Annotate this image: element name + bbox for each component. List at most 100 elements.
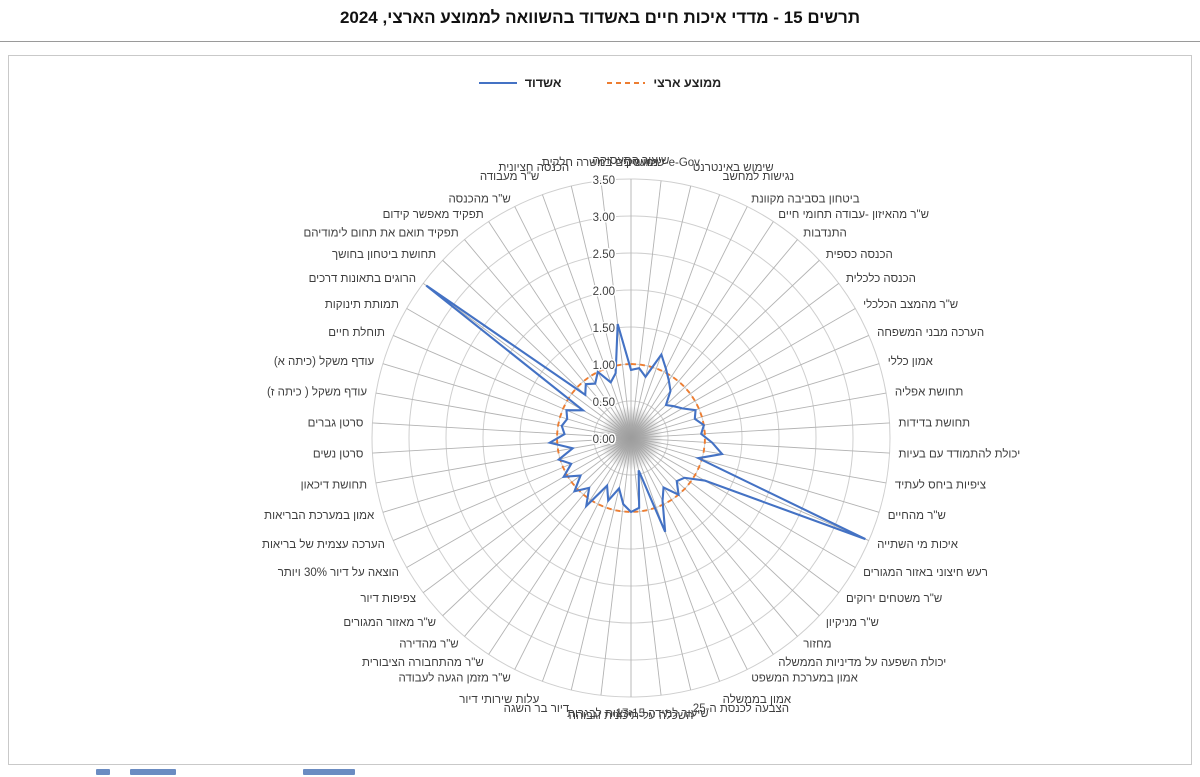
grid-spoke: [630, 437, 662, 696]
grid-spoke: [514, 437, 632, 670]
category-label: שיעור למידה 17-15: [616, 707, 709, 720]
tick-label: 2.50: [593, 249, 615, 261]
chart-area: 0.00 0.50 1.00 1.50 2.00 2.50 3.00 3.50 שיעור הת…: [8, 55, 1192, 765]
grid-spoke: [630, 282, 840, 439]
grid-spoke: [406, 308, 632, 439]
grid-spoke: [630, 221, 774, 439]
cutoff-text-fragment: [96, 769, 110, 775]
ashdod-line-swatch: [478, 82, 517, 84]
grid-spoke: [630, 185, 692, 439]
tick-label: 3.50: [593, 175, 615, 187]
category-label: תפקיד מאפשר קידום: [383, 209, 484, 221]
category-label: איכות מי השתייה: [877, 539, 959, 551]
legend-item-ashdod: אשדוד: [478, 76, 562, 90]
tick-label: 3.00: [593, 212, 615, 224]
category-label: ש"ר מזמן הגעה לעבודה: [398, 671, 510, 684]
category-label: ש"ר מהמצב הכלכלי: [863, 298, 958, 311]
grid-spoke: [382, 437, 632, 513]
category-label: עודף משקל ( כיתה ז): [267, 385, 367, 398]
grid-spoke: [630, 437, 692, 691]
grid-spoke: [630, 437, 890, 454]
category-label: ש"ר מאזור המגורים: [343, 617, 436, 629]
grid-spoke: [422, 437, 632, 594]
grid-spoke: [372, 422, 632, 439]
category-label: יכולת להתמודד עם בעיות: [899, 448, 1021, 461]
grid-spoke: [630, 259, 820, 439]
category-label: תמותת תינוקות: [325, 299, 399, 311]
category-label: תוחלת חיים: [328, 326, 385, 339]
grid-spoke: [630, 437, 798, 637]
category-label: הערכה מבני המשפחה: [877, 327, 984, 339]
category-label: שימוש ב-e-Gov: [624, 157, 700, 169]
center-blob: [599, 406, 663, 470]
grid-spoke: [630, 437, 869, 541]
national-average-line: [556, 363, 706, 513]
category-label: עודף משקל (כיתה א): [274, 355, 375, 368]
category-label: הערכה עצמית של בריאות: [262, 538, 385, 551]
cutoff-content: [8, 766, 1190, 777]
grid-spoke: [630, 392, 887, 439]
category-label: צפיפות דיור: [360, 593, 416, 605]
legend-item-national: ממוצע ארצי: [607, 76, 721, 90]
category-label: אמון במערכת הבריאות: [264, 510, 375, 522]
grid-spoke: [630, 437, 887, 484]
grid-spoke: [541, 437, 632, 682]
category-label: הכנסה כספית: [826, 249, 893, 261]
title-divider: [0, 41, 1200, 42]
category-label: אמון בממשלה: [723, 693, 792, 706]
category-label: התנדבות: [803, 228, 847, 240]
legend: אשדוד ממוצע ארצי: [9, 76, 1191, 90]
grid-spoke: [406, 437, 632, 568]
grid-spoke: [541, 194, 632, 439]
grid-spoke: [422, 282, 632, 439]
legend-label-national: ממוצע ארצי: [653, 76, 722, 90]
cutoff-text-fragment: [130, 769, 176, 775]
radar-chart: 0.00 0.50 1.00 1.50 2.00 2.50 3.00 3.50 שיעור הת…: [262, 155, 1021, 722]
grid-spoke: [630, 437, 748, 670]
category-label: ש"ר מהדירה: [399, 638, 458, 650]
grid-spoke: [630, 180, 662, 439]
category-label: ש"ר מהכנסה: [448, 194, 510, 206]
category-label: מועסקים במשרה חלקית: [542, 156, 658, 169]
grid-spoke: [375, 392, 632, 439]
legend-label-ashdod: אשדוד: [524, 76, 562, 90]
category-label: נגישות למחשב: [723, 170, 794, 183]
grid-spoke: [630, 437, 840, 594]
grid-spoke: [630, 437, 820, 617]
tick-label: 1.50: [593, 323, 615, 335]
grid-spoke: [630, 422, 890, 439]
category-label: אמון כללי: [888, 355, 934, 368]
grid-spoke: [393, 335, 632, 439]
grid-spoke: [464, 437, 632, 637]
grid-spoke: [514, 206, 632, 439]
category-label: דיור בר השגה: [504, 703, 570, 715]
category-label: מחזור: [803, 638, 831, 650]
category-label: סרטן נשים: [313, 449, 364, 461]
category-label: יכולת השפעה על מדיניות הממשלה: [778, 656, 946, 669]
category-label: אמון במערכת המשפט: [751, 672, 858, 684]
category-label: תפקיד תואם את תחום לימודיהם: [303, 227, 458, 240]
category-label: תחושת בדידות: [899, 417, 971, 429]
category-label: זכאות לבגרות: [567, 707, 633, 720]
grid-spoke: [630, 437, 774, 655]
category-label: ביטחון בסביבה מקוונת: [751, 194, 860, 206]
grid-spoke: [630, 437, 721, 682]
national-line-swatch: [607, 81, 646, 85]
grid-spoke: [630, 437, 856, 568]
grid-spoke: [442, 259, 632, 439]
category-label: ש"ר מהתחבורה הציבורית: [362, 657, 484, 669]
category-label: שימוש באינטרנט: [693, 162, 774, 174]
category-label: הכנסה חציונית: [498, 162, 569, 174]
grid-spoke: [488, 437, 632, 655]
category-label: הכנסה כלכלית: [846, 272, 916, 285]
category-label: ש"ר מהאיזון -עבודה תחומי חיים: [778, 209, 929, 221]
grid-spoke: [600, 437, 632, 696]
grid-spoke: [375, 437, 632, 484]
category-label: תחושת ביטחון בחושך: [332, 249, 436, 261]
grid-spoke: [630, 239, 798, 439]
grid-spoke: [442, 437, 632, 617]
tick-label: 0.00: [593, 434, 615, 446]
grid-spoke: [630, 194, 721, 439]
category-label: עלות שירותי דיור: [459, 693, 539, 706]
tick-label: 2.00: [593, 286, 615, 298]
